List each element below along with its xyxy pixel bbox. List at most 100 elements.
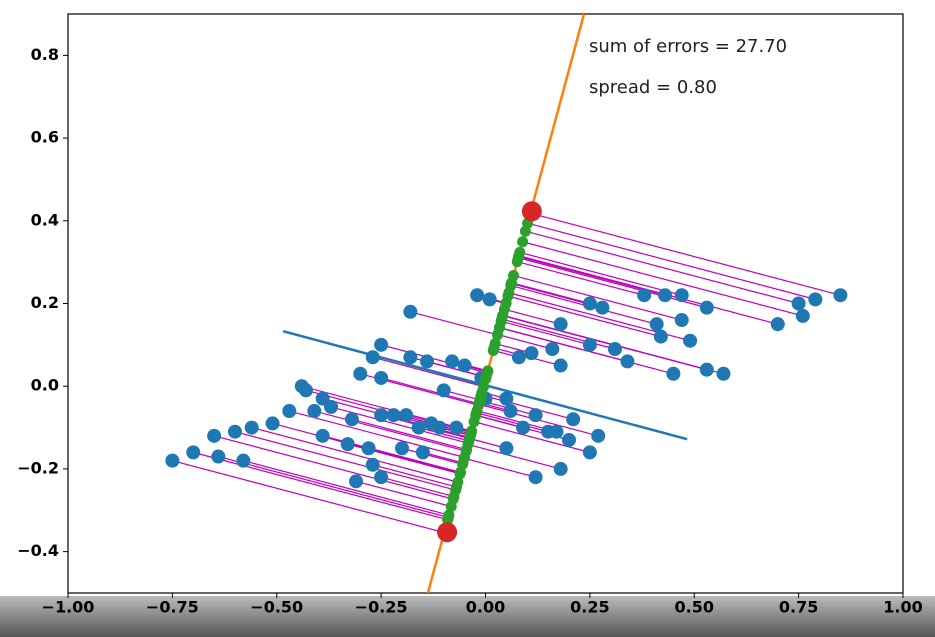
projection-line: [418, 426, 470, 442]
x-tick-label: −0.75: [146, 598, 199, 617]
projection-line: [372, 356, 484, 388]
point: [699, 362, 714, 377]
point: [595, 300, 610, 315]
y-tick-label: 0.4: [31, 210, 59, 229]
projection-line: [234, 431, 456, 491]
point: [566, 412, 581, 427]
point: [549, 424, 564, 439]
projected-point: [505, 278, 517, 290]
projection-line: [368, 447, 461, 474]
point: [186, 445, 201, 460]
point: [582, 296, 597, 311]
point: [808, 292, 823, 307]
point: [503, 404, 518, 419]
point: [516, 420, 531, 435]
projected-point: [488, 342, 500, 354]
point: [457, 358, 472, 373]
point: [683, 333, 698, 348]
projection-line: [380, 377, 480, 405]
point: [298, 383, 313, 398]
projection-line: [497, 333, 553, 350]
x-tick-label: 1.00: [883, 598, 922, 617]
projected-point: [497, 309, 509, 321]
projection-line: [517, 261, 645, 296]
point: [607, 341, 622, 356]
point: [674, 313, 689, 328]
point: [340, 437, 355, 452]
projection-line: [530, 212, 841, 296]
projected-point: [480, 373, 492, 385]
projected-point: [454, 467, 466, 479]
point: [399, 408, 414, 423]
x-tick-label: 0.00: [466, 598, 505, 617]
point: [528, 408, 543, 423]
annotation: sum of errors = 27.70: [589, 36, 787, 57]
point: [591, 428, 606, 443]
point: [833, 288, 848, 303]
point: [582, 445, 597, 460]
point: [436, 383, 451, 398]
point: [282, 404, 297, 419]
point: [470, 288, 485, 303]
point: [499, 391, 514, 406]
point: [545, 341, 560, 356]
projection-line: [314, 410, 467, 452]
point: [349, 474, 364, 489]
point: [653, 329, 668, 344]
x-tick-label: −0.25: [355, 598, 408, 617]
projection-line: [518, 257, 707, 309]
projected-point: [448, 490, 460, 502]
projection-line: [518, 255, 666, 296]
point: [344, 412, 359, 427]
point: [699, 300, 714, 315]
point: [449, 420, 464, 435]
projection-line: [467, 443, 561, 470]
projected-point: [519, 225, 531, 237]
point: [386, 408, 401, 423]
point: [415, 445, 430, 460]
point: [524, 346, 539, 361]
point: [353, 366, 368, 381]
x-tick-label: 0.25: [570, 598, 609, 617]
point: [411, 420, 426, 435]
point: [620, 354, 635, 369]
projection-line: [193, 451, 448, 521]
point: [658, 288, 673, 303]
point: [374, 470, 389, 485]
point: [365, 350, 380, 365]
projected-point: [503, 287, 515, 299]
point: [437, 522, 458, 543]
projection-line: [504, 308, 561, 325]
point: [795, 308, 810, 323]
point: [553, 317, 568, 332]
annotation: spread = 0.80: [589, 77, 717, 98]
projection-line: [513, 274, 682, 321]
projection-line: [218, 455, 449, 518]
point: [770, 317, 785, 332]
point: [211, 449, 226, 464]
projected-point: [517, 236, 529, 248]
projection-line: [213, 435, 454, 500]
projected-point: [445, 501, 457, 513]
point: [265, 416, 280, 431]
projection-line: [476, 412, 549, 433]
point: [716, 366, 731, 381]
point: [528, 470, 543, 485]
projection-line: [507, 295, 662, 338]
x-tick-label: 0.50: [675, 598, 714, 617]
projection-line: [289, 410, 465, 458]
projection-line: [172, 460, 445, 534]
projection-line: [351, 418, 467, 451]
point: [649, 317, 664, 332]
y-tick-label: 0.6: [31, 128, 59, 147]
point: [324, 399, 339, 414]
point: [374, 337, 389, 352]
point: [315, 428, 330, 443]
projected-point: [458, 452, 470, 464]
point: [374, 370, 389, 385]
point: [482, 292, 497, 307]
projection-line: [473, 421, 591, 453]
projected-point: [468, 416, 480, 428]
point: [511, 350, 526, 365]
